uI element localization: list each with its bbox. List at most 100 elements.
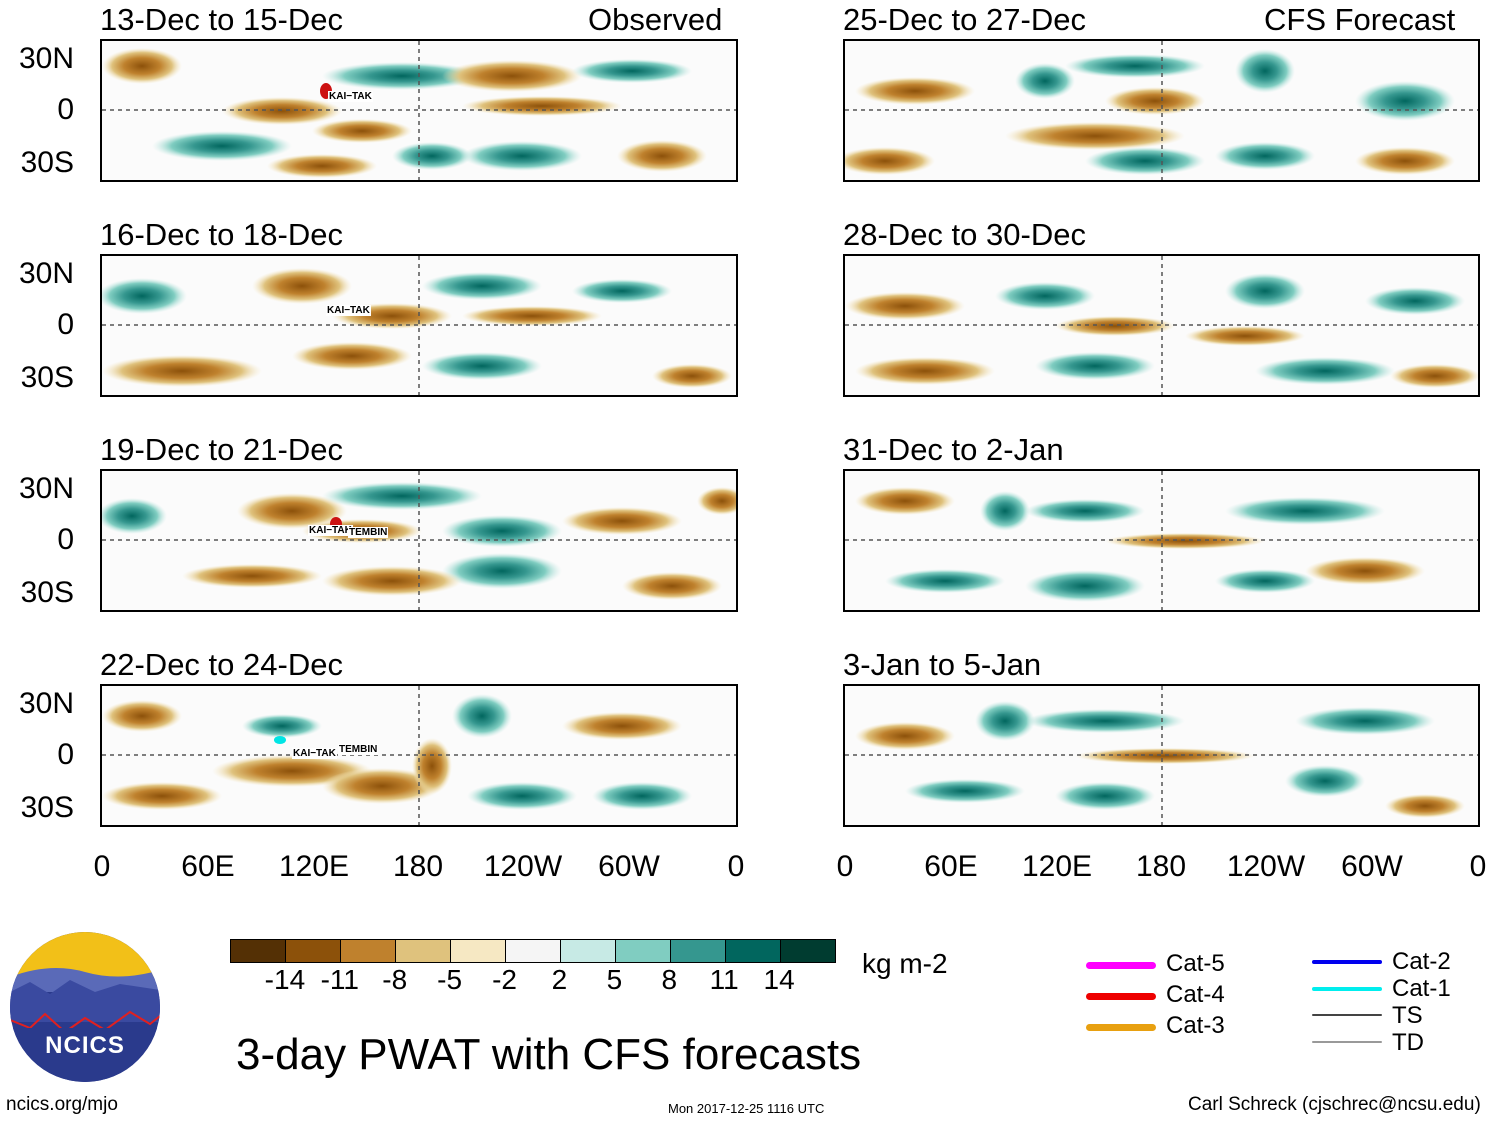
lat-label-0: 0 xyxy=(57,523,74,556)
legend-label: Cat-3 xyxy=(1166,1012,1225,1039)
map-panel-observed-1: KAI−TAK xyxy=(100,254,738,397)
lat-label-30n: 30N xyxy=(18,472,74,505)
pwat-field xyxy=(845,256,1478,395)
lon-label-0-left: 0 xyxy=(93,850,111,883)
colorbar-swatch xyxy=(285,940,340,962)
colorbar-swatch xyxy=(560,940,615,962)
observed-label: Observed xyxy=(588,2,723,37)
lat-label-0: 0 xyxy=(57,738,74,771)
lat-label-0: 0 xyxy=(57,308,74,341)
colorbar-swatch xyxy=(780,940,835,962)
legend-label: TD xyxy=(1392,1029,1424,1056)
lon-label-60e-left: 60E xyxy=(181,850,235,883)
lat-label-30s: 30S xyxy=(20,146,74,179)
lon-label-60e-right: 60E xyxy=(924,850,978,883)
legend-swatch xyxy=(1086,993,1156,1000)
legend-swatch xyxy=(1312,960,1382,964)
lon-label-0-left-end: 0 xyxy=(727,850,745,883)
pwat-field xyxy=(102,41,736,180)
legend-label: Cat-2 xyxy=(1392,948,1451,975)
lon-label-60w-left: 60W xyxy=(598,850,660,883)
colorbar-swatch xyxy=(450,940,505,962)
panel-title-right-2: 31-Dec to 2-Jan xyxy=(843,432,1064,467)
pwat-field xyxy=(102,686,736,825)
panel-title-right-0: 25-Dec to 27-Dec xyxy=(843,2,1086,37)
map-panel-observed-2: KAI−TAK TEMBIN xyxy=(100,469,738,612)
legend-swatch xyxy=(1312,987,1382,991)
map-panel-forecast-3 xyxy=(843,684,1480,827)
storm-label-kai-tak: KAI−TAK xyxy=(328,91,373,102)
lat-label-30n: 30N xyxy=(18,687,74,720)
colorbar-swatch xyxy=(231,940,285,962)
lon-label-60w-right: 60W xyxy=(1341,850,1403,883)
colorbar-swatch xyxy=(725,940,780,962)
lat-label-30s: 30S xyxy=(20,576,74,609)
footer-timestamp: Mon 2017-12-25 1116 UTC xyxy=(668,1101,825,1116)
footer-url[interactable]: ncics.org/mjo xyxy=(6,1094,118,1115)
colorbar-swatch xyxy=(395,940,450,962)
storm-label-kai-tak: KAI−TAK xyxy=(292,748,337,759)
legend-label: Cat-5 xyxy=(1166,950,1225,977)
colorbar-tick-label: -8 xyxy=(382,964,408,995)
map-panel-forecast-0 xyxy=(843,39,1480,182)
panel-title-left-0: 13-Dec to 15-Dec xyxy=(100,2,343,37)
legend-label: Cat-4 xyxy=(1166,981,1225,1008)
lat-label-30s: 30S xyxy=(20,361,74,394)
ncics-logo-text: NCICS xyxy=(45,1032,125,1059)
panel-title-right-1: 28-Dec to 30-Dec xyxy=(843,217,1086,252)
storm-label-kai-tak: KAI−TAK xyxy=(326,305,371,316)
legend-swatch xyxy=(1086,1024,1156,1031)
colorbar-tick-label: -5 xyxy=(437,964,463,995)
panel-title-left-1: 16-Dec to 18-Dec xyxy=(100,217,343,252)
legend-swatch xyxy=(1086,962,1156,969)
footer-author: Carl Schreck (cjschrec@ncsu.edu) xyxy=(1188,1094,1481,1115)
colorbar-tick-label: 5 xyxy=(606,964,623,995)
colorbar-tick-label: -14 xyxy=(264,964,306,995)
colorbar-swatch xyxy=(340,940,395,962)
lon-label-120e-right: 120E xyxy=(1021,850,1093,883)
lat-label-30n: 30N xyxy=(18,257,74,290)
lon-label-0-right-end: 0 xyxy=(1469,850,1487,883)
ncics-logo: NCICS xyxy=(10,932,160,1082)
storm-track-kai-tak xyxy=(274,736,286,744)
main-title: 3-day PWAT with CFS forecasts xyxy=(236,1030,862,1079)
legend-label: Cat-1 xyxy=(1392,975,1451,1002)
colorbar-swatch xyxy=(505,940,560,962)
lon-label-120e-left: 120E xyxy=(278,850,350,883)
map-panel-observed-0: KAI−TAK xyxy=(100,39,738,182)
pwat-field xyxy=(845,471,1478,610)
pwat-field xyxy=(102,256,736,395)
colorbar-tick-label: -11 xyxy=(320,964,359,995)
forecast-label: CFS Forecast xyxy=(1264,2,1456,37)
colorbar-swatch xyxy=(670,940,725,962)
legend-swatch xyxy=(1312,1041,1382,1043)
legend-swatch xyxy=(1312,1014,1382,1016)
lat-label-0: 0 xyxy=(57,93,74,126)
colorbar-tick-label: -2 xyxy=(492,964,517,995)
panel-title-left-3: 22-Dec to 24-Dec xyxy=(100,647,343,682)
map-panel-forecast-2 xyxy=(843,469,1480,612)
pwat-field xyxy=(845,686,1478,825)
colorbar xyxy=(230,939,836,963)
lon-label-180-left: 180 xyxy=(392,850,444,883)
storm-label-tembin: TEMBIN xyxy=(338,744,379,755)
colorbar-tick-label: 14 xyxy=(763,964,795,995)
colorbar-tick-label: 11 xyxy=(709,964,739,995)
colorbar-tick-label: 2 xyxy=(551,964,568,995)
storm-label-tembin: TEMBIN xyxy=(348,527,389,538)
storm-label-kai-tak: KAI−TAK xyxy=(308,525,353,536)
colorbar-unit: kg m-2 xyxy=(862,948,948,979)
lon-label-180-right: 180 xyxy=(1135,850,1187,883)
lon-label-0-right: 0 xyxy=(836,850,854,883)
pwat-field xyxy=(102,471,736,610)
lat-label-30n: 30N xyxy=(18,42,74,75)
lat-label-30s: 30S xyxy=(20,791,74,824)
lon-label-120w-right: 120W xyxy=(1226,850,1306,883)
map-panel-observed-3: KAI−TAK TEMBIN xyxy=(100,684,738,827)
colorbar-swatch xyxy=(615,940,670,962)
pwat-field xyxy=(845,41,1478,180)
panel-title-right-3: 3-Jan to 5-Jan xyxy=(843,647,1042,682)
lon-label-120w-left: 120W xyxy=(483,850,563,883)
colorbar-tick-label: 8 xyxy=(661,964,678,995)
panel-title-left-2: 19-Dec to 21-Dec xyxy=(100,432,343,467)
